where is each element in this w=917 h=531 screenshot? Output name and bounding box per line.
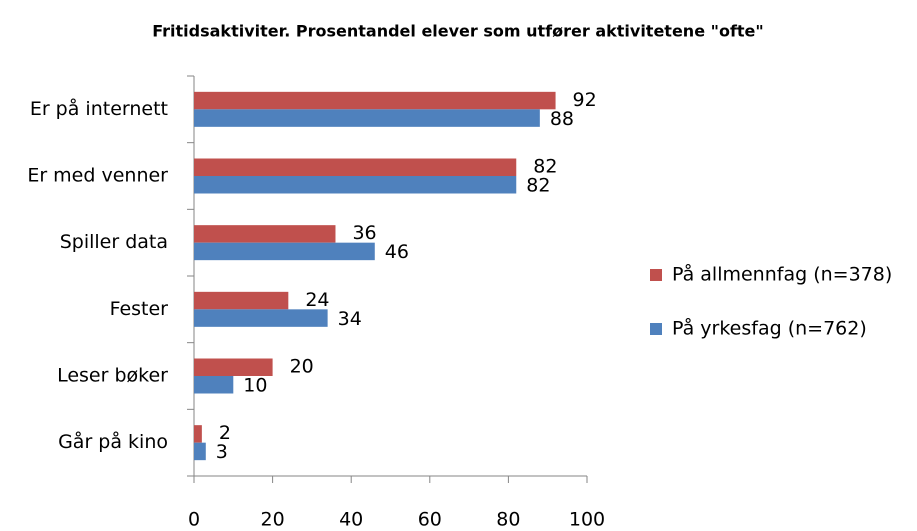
legend-label: På yrkesfag (n=762)	[672, 317, 867, 340]
bar	[194, 425, 202, 443]
legend-swatch	[650, 323, 662, 335]
data-label: 82	[526, 175, 550, 197]
data-label: 92	[573, 89, 597, 111]
data-label: 36	[352, 222, 376, 244]
data-label: 20	[290, 356, 314, 378]
data-label: 82	[533, 156, 557, 178]
bar	[194, 242, 375, 261]
y-tick-label: Spiller data	[60, 231, 168, 253]
bar	[194, 176, 517, 194]
x-tick-label: 60	[418, 509, 442, 531]
x-tick-label: 100	[569, 509, 605, 531]
legend-label: På allmennfag (n=378)	[672, 263, 892, 286]
data-label: 3	[216, 441, 228, 463]
y-tick-label: Går på kino	[58, 430, 168, 453]
bar	[194, 358, 273, 376]
bar	[194, 291, 289, 310]
data-label: 34	[338, 308, 362, 330]
legend-swatch	[650, 269, 662, 281]
x-tick-label: 40	[339, 509, 363, 531]
bar	[194, 158, 517, 176]
bar	[194, 109, 540, 127]
bar	[194, 91, 556, 110]
data-label: 46	[385, 241, 409, 263]
y-tick-label: Er med venner	[27, 165, 168, 187]
chart-title: Fritidsaktiviter. Prosentandel elever so…	[152, 22, 764, 41]
bar	[194, 309, 328, 327]
x-tick-label: 20	[261, 509, 285, 531]
data-label: 88	[550, 108, 574, 130]
data-label: 24	[305, 289, 329, 311]
y-tick-label: Fester	[110, 298, 169, 320]
y-tick-label: Leser bøker	[57, 365, 168, 387]
data-label: 2	[219, 422, 231, 444]
y-tick-label: Er på internett	[30, 97, 168, 120]
x-tick-label: 0	[188, 509, 200, 531]
x-tick-label: 80	[496, 509, 520, 531]
bar	[194, 376, 234, 394]
bar	[194, 225, 336, 243]
data-label: 10	[243, 375, 267, 397]
bar	[194, 442, 206, 461]
